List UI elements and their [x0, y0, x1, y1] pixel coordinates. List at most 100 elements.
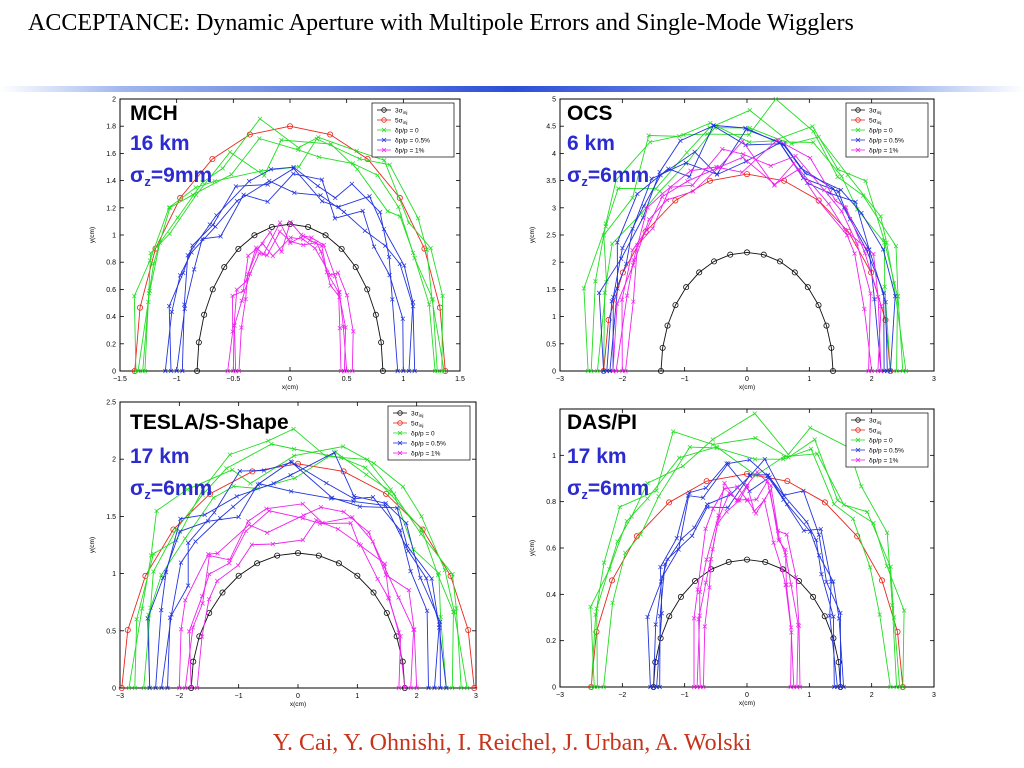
dp05-point: [426, 685, 431, 691]
dp05-point: [207, 222, 213, 227]
sigma3-point: [692, 578, 699, 585]
dp05-point: [205, 519, 211, 524]
slide-title: ACCEPTANCE: Dynamic Aperture with Multip…: [28, 10, 854, 36]
dp05-point: [383, 243, 388, 249]
legend-marker: [855, 417, 861, 423]
dp05-point: [404, 520, 409, 526]
dp1-point: [722, 486, 727, 492]
dp05-point: [371, 244, 377, 249]
dp1-point: [817, 199, 822, 205]
dp1-point: [382, 561, 388, 566]
dp05-point: [351, 496, 357, 502]
dp05-point: [288, 472, 293, 478]
dp1-point: [762, 497, 767, 503]
dp0-point: [884, 530, 890, 535]
dp05-point: [872, 296, 877, 302]
dp0-point: [610, 600, 615, 606]
dp0-point: [859, 484, 864, 489]
dp05-point: [841, 684, 846, 690]
x-tick-label: 2: [870, 692, 874, 699]
dp05-point: [211, 510, 217, 515]
dp1-point: [288, 240, 293, 246]
y-tick-label: 2: [552, 260, 556, 267]
y-tick-label: 1.5: [546, 287, 556, 294]
dp0-point: [354, 148, 359, 154]
dp1-point: [406, 587, 412, 593]
dp05-point: [824, 579, 829, 585]
dp1-point: [350, 329, 356, 334]
legend-marker: [855, 447, 861, 453]
dp05-point: [689, 533, 695, 539]
dp0-point: [882, 284, 887, 289]
dp05-point: [436, 625, 442, 630]
sigma3-point: [776, 258, 783, 265]
dp05-point: [357, 504, 363, 509]
chart-label-name: DAS/PI: [567, 411, 638, 434]
dp05-point: [271, 481, 276, 486]
sigma-subscript: z: [581, 174, 588, 189]
dp05-point: [333, 195, 338, 201]
sigma5-point: [364, 155, 371, 162]
dp05-point: [609, 298, 615, 304]
dp05-point: [804, 519, 809, 525]
dp1-point: [200, 601, 205, 606]
dp0-point: [607, 566, 612, 572]
dp1-point: [312, 246, 318, 251]
dp1-point: [214, 578, 220, 584]
legend-label: δp/p = 1%: [411, 450, 441, 457]
sigma3-point: [711, 258, 718, 265]
dp1-point: [288, 220, 293, 225]
dp0-point: [811, 140, 816, 145]
sigma3-point: [194, 367, 201, 374]
legend-marker: [855, 127, 861, 133]
dp05-point: [163, 368, 168, 374]
legend-label: 3σinj: [869, 417, 881, 426]
dp1-point: [231, 368, 236, 374]
sigma5-point: [447, 572, 454, 579]
dp1-point: [691, 616, 697, 621]
dp1-point: [844, 233, 850, 238]
dp05-point: [394, 505, 400, 511]
dp1-point: [245, 271, 251, 277]
sigma3-point: [821, 613, 828, 620]
dp1-point: [862, 250, 868, 256]
dp05-point: [885, 368, 890, 374]
dp0-point: [292, 475, 298, 481]
dp1-point: [412, 627, 417, 632]
legend-label: δp/p = 0.5%: [869, 447, 904, 454]
dp05-point: [762, 456, 768, 462]
dp05-point: [178, 516, 183, 522]
dp0-point: [148, 553, 154, 558]
y-tick-label: 5: [552, 97, 556, 104]
sigma5-point: [131, 367, 138, 374]
dp1-point: [227, 560, 232, 566]
dp1-point: [796, 166, 802, 172]
x-tick-label: 1.5: [455, 376, 465, 383]
legend-marker: [381, 107, 387, 113]
y-tick-label: 0.6: [106, 287, 116, 294]
dp0-point: [617, 504, 622, 510]
dp0-point: [211, 495, 216, 501]
dp1-point: [740, 138, 745, 144]
sigma3-point: [209, 286, 216, 293]
dp0-point: [747, 139, 752, 145]
legend-label: δp/p = 0: [395, 127, 419, 134]
dp1-point: [783, 547, 788, 553]
x-tick-label: −1.5: [113, 376, 127, 383]
dp0-point: [296, 164, 302, 169]
dp0-point: [261, 173, 267, 178]
dp1-point: [854, 241, 860, 246]
x-tick-label: −1: [681, 692, 689, 699]
dp1-point: [691, 684, 697, 690]
dp0-point: [613, 177, 619, 183]
dp0-point: [807, 425, 813, 431]
dp0-point: [615, 186, 621, 191]
dp1-point: [752, 509, 757, 514]
sigma3-point: [268, 223, 275, 230]
dp0-point: [676, 134, 682, 139]
dp05-point: [838, 610, 843, 616]
dp05-point: [813, 537, 819, 543]
dp1-point: [300, 501, 305, 507]
sigma3-point: [354, 572, 361, 579]
dp05-point: [859, 210, 864, 216]
